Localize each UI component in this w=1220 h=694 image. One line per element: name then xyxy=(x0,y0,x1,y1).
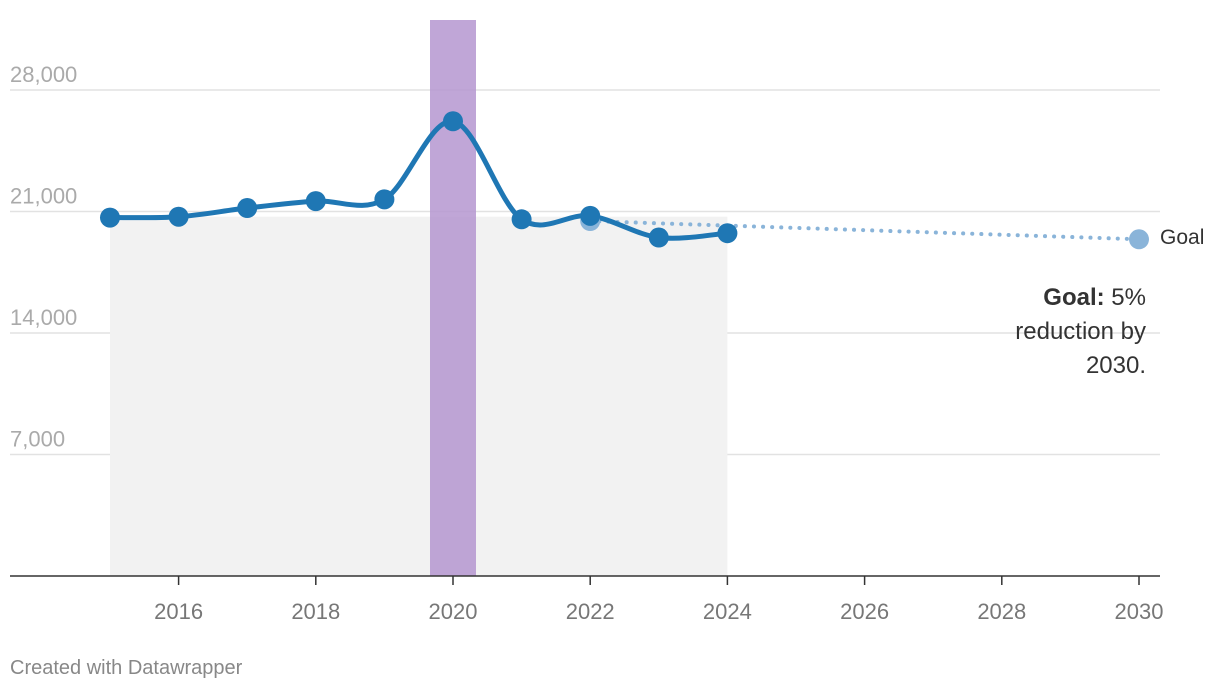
y-tick-label: 7,000 xyxy=(10,427,65,452)
data-point xyxy=(580,205,601,226)
credit-text: Created with Datawrapper xyxy=(10,657,243,679)
goal-annotation-line-1: Goal: 5% xyxy=(1043,284,1146,311)
goal-annotation-line-3: 2030. xyxy=(1086,352,1146,379)
x-tick-label: 2016 xyxy=(154,599,203,624)
data-point xyxy=(443,111,463,132)
x-tick-label: 2026 xyxy=(840,599,889,624)
highlight-band-2020 xyxy=(430,20,476,576)
y-axis-ticks: 7,000 14,000 21,000 28,000 xyxy=(10,62,77,452)
x-tick-label: 2030 xyxy=(1115,599,1164,624)
data-point xyxy=(717,223,738,244)
y-tick-label: 14,000 xyxy=(10,305,77,330)
goal-annotation-text: 5% xyxy=(1105,284,1146,311)
data-point xyxy=(100,207,120,228)
data-point xyxy=(305,191,326,212)
x-tick-label: 2024 xyxy=(703,599,752,624)
data-point xyxy=(374,189,395,210)
goal-series-line xyxy=(588,219,1141,242)
data-points xyxy=(100,111,1149,250)
series-line xyxy=(109,118,728,241)
data-point xyxy=(168,206,189,227)
data-point xyxy=(511,209,532,230)
goal-annotation-line-2: reduction by xyxy=(1015,318,1146,345)
x-tick-label: 2018 xyxy=(291,599,340,624)
y-tick-label: 21,000 xyxy=(10,184,77,209)
x-tick-label: 2028 xyxy=(977,599,1026,624)
data-point xyxy=(648,227,669,248)
data-point xyxy=(237,198,258,219)
chart: 7,000 14,000 21,000 28,000 2016 2018 2020 2022… xyxy=(10,20,1204,624)
x-axis-ticks: 2016 2018 2020 2022 2024 2026 2028 2030 xyxy=(154,576,1163,624)
x-tick-label: 2020 xyxy=(429,599,478,624)
goal-point xyxy=(1129,229,1149,250)
goal-series-label: Goal xyxy=(1160,226,1204,249)
shaded-area xyxy=(110,216,728,576)
y-tick-label: 28,000 xyxy=(10,62,77,87)
goal-annotation-bold: Goal: xyxy=(1043,284,1104,311)
x-tick-label: 2022 xyxy=(566,599,615,624)
